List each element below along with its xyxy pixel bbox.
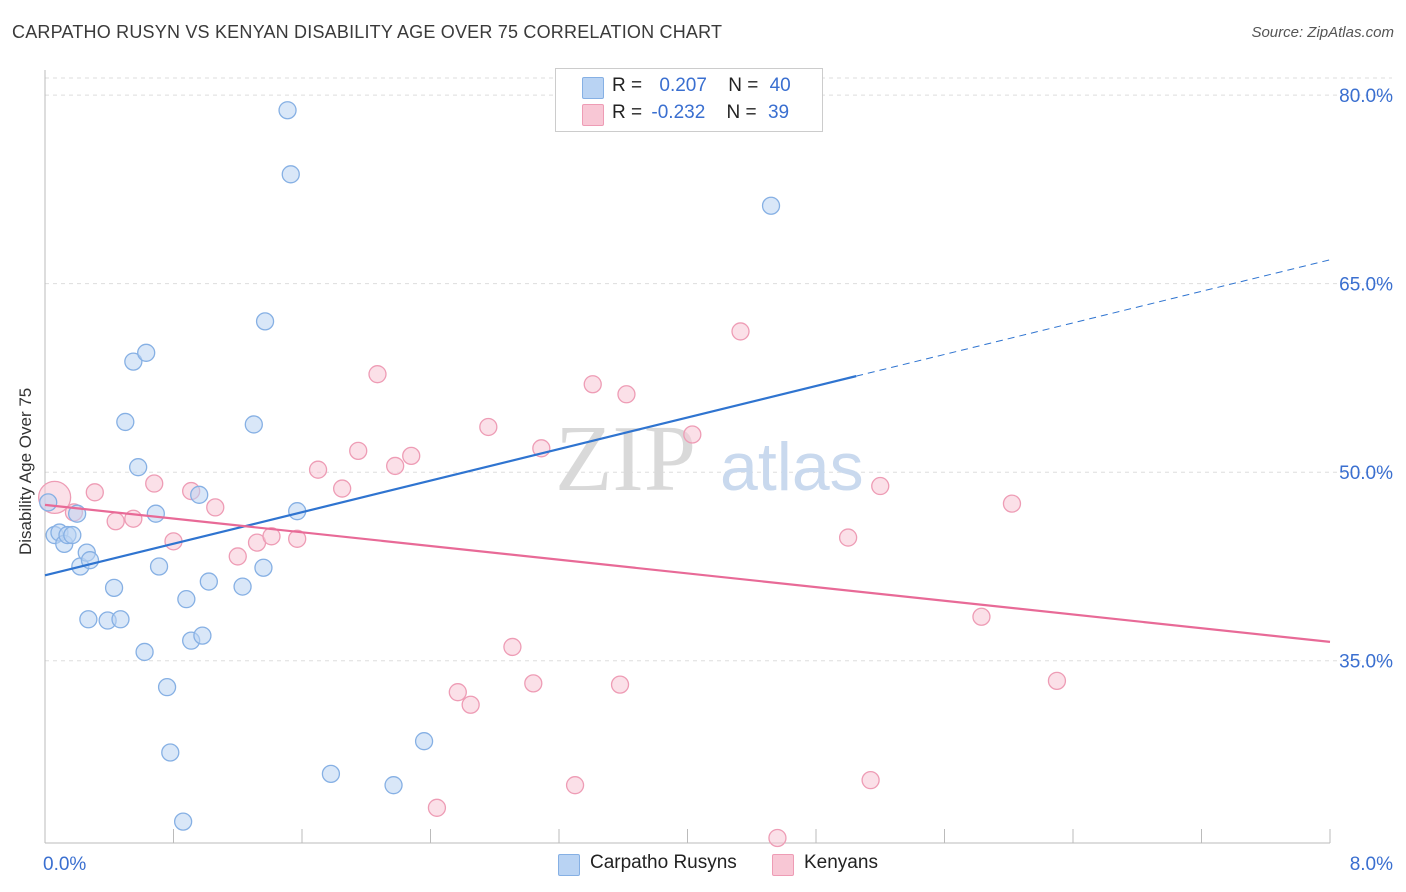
carpatho-rusyns-point	[149, 557, 169, 576]
legend-r-value: 0.207	[659, 75, 707, 96]
tick-labels: 35.0% 50.0% 65.0% 80.0% 0.0% 8.0%	[43, 86, 1393, 875]
bottom-legend-swatch-blue	[558, 854, 580, 876]
kenyans-point	[1047, 671, 1067, 691]
kenyans-point	[861, 771, 880, 790]
kenyans-point	[1002, 494, 1022, 513]
carpatho-rusyns-point	[129, 458, 148, 477]
y-tick-label: 65.0%	[1339, 275, 1393, 296]
kenyans-point	[85, 483, 104, 502]
carpatho-rusyns-point	[116, 412, 135, 432]
bottom-legend-label-kenyans: Kenyans	[804, 852, 878, 873]
kenyans-point	[427, 798, 447, 817]
carpatho-rusyns-point	[233, 577, 252, 596]
kenyans-trend-line	[44, 503, 1331, 643]
carpatho-rusyns-point	[384, 776, 403, 795]
kenyans-point	[565, 776, 585, 795]
kenyans-point	[479, 417, 498, 437]
kenyans-point	[228, 547, 247, 566]
y-axis-label: Disability Age Over 75	[16, 387, 35, 555]
carpatho-rusyns-point	[281, 165, 300, 184]
legend-n-value: 40	[769, 75, 791, 96]
carpatho-rusyns-point	[190, 485, 209, 504]
kenyans-point	[145, 474, 164, 493]
legend-n-value: 39	[767, 102, 790, 123]
bottom-legend-swatch-pink	[772, 854, 794, 876]
legend-r-label: R =	[612, 102, 643, 123]
kenyans-point	[731, 322, 750, 341]
carpatho-rusyns-point	[761, 196, 781, 215]
carpatho-rusyns-points	[39, 101, 781, 831]
kenyans-point	[617, 385, 636, 404]
y-tick-label: 80.0%	[1339, 86, 1393, 107]
kenyans-point	[972, 607, 991, 626]
kenyans-point	[871, 476, 890, 496]
bottom-legend-label-carpatho: Carpatho Rusyns	[590, 852, 737, 873]
x-tick-label: 0.0%	[43, 854, 86, 875]
kenyans-point	[368, 365, 387, 384]
kenyans-point	[349, 441, 368, 460]
legend-n-label: N =	[728, 75, 759, 96]
legend-r-value: -0.232	[651, 102, 706, 123]
kenyans-point	[386, 456, 405, 476]
kenyans-point	[610, 675, 630, 694]
carpatho-rusyns-point	[39, 493, 58, 512]
carpatho-rusyns-point	[146, 504, 165, 523]
carpatho-rusyns-point	[157, 677, 177, 697]
carpatho-rusyns-point	[193, 626, 212, 645]
kenyans-point	[262, 527, 281, 546]
legend-n-label: N =	[726, 102, 757, 123]
kenyans-point	[106, 512, 125, 531]
carpatho-rusyns-trend-extension	[856, 259, 1331, 377]
y-tick-label: 50.0%	[1339, 463, 1393, 484]
carpatho-rusyns-point	[63, 525, 82, 545]
carpatho-rusyns-point	[161, 743, 180, 762]
source-label: Source: ZipAtlas.com	[1251, 24, 1394, 41]
watermark: ZIP atlas	[555, 407, 864, 511]
carpatho-rusyns-trend-line	[44, 375, 857, 577]
kenyans-point	[524, 674, 543, 693]
carpatho-rusyns-point	[79, 610, 98, 629]
x-tick-label: 8.0%	[1350, 854, 1393, 875]
kenyans-point	[838, 528, 858, 547]
carpatho-rusyns-point	[321, 764, 341, 784]
y-tick-label: 35.0%	[1339, 652, 1393, 673]
carpatho-rusyns-point	[124, 352, 143, 371]
kenyans-point	[503, 637, 522, 657]
carpatho-rusyns-point	[199, 572, 218, 591]
carpatho-rusyns-point	[135, 642, 154, 662]
kenyans-point	[333, 479, 352, 498]
carpatho-rusyns-point	[254, 558, 273, 577]
correlation-legend: R = 0.207 N = 40 R = -0.232 N = 39	[555, 68, 823, 132]
legend-swatch-blue	[582, 77, 604, 99]
legend-swatch-pink	[582, 104, 604, 126]
kenyans-point	[206, 498, 225, 517]
carpatho-rusyns-point	[104, 578, 124, 597]
watermark-zip: ZIP	[555, 407, 696, 511]
axes	[44, 70, 1331, 844]
watermark-atlas: atlas	[720, 429, 864, 505]
carpatho-rusyns-point	[255, 312, 275, 331]
carpatho-rusyns-point	[244, 415, 263, 434]
kenyans-point	[583, 375, 602, 394]
carpatho-rusyns-point	[177, 590, 196, 609]
kenyans-point	[288, 529, 307, 548]
kenyans-point	[448, 683, 467, 702]
kenyans-point	[683, 425, 702, 444]
grid-lines	[45, 77, 1392, 662]
chart-title: CARPATHO RUSYN VS KENYAN DISABILITY AGE …	[12, 22, 723, 42]
carpatho-rusyns-point	[173, 812, 193, 831]
carpatho-rusyns-point	[414, 732, 434, 751]
legend-r-label: R =	[612, 75, 643, 96]
kenyans-point	[461, 695, 480, 714]
carpatho-rusyns-point	[137, 343, 156, 362]
kenyans-point	[768, 828, 787, 848]
kenyans-point	[308, 460, 328, 479]
kenyans-point	[402, 446, 421, 466]
trend-lines	[44, 259, 1331, 643]
kenyans-points	[37, 322, 1067, 848]
carpatho-rusyns-point	[278, 101, 297, 120]
carpatho-rusyns-point	[111, 610, 130, 629]
